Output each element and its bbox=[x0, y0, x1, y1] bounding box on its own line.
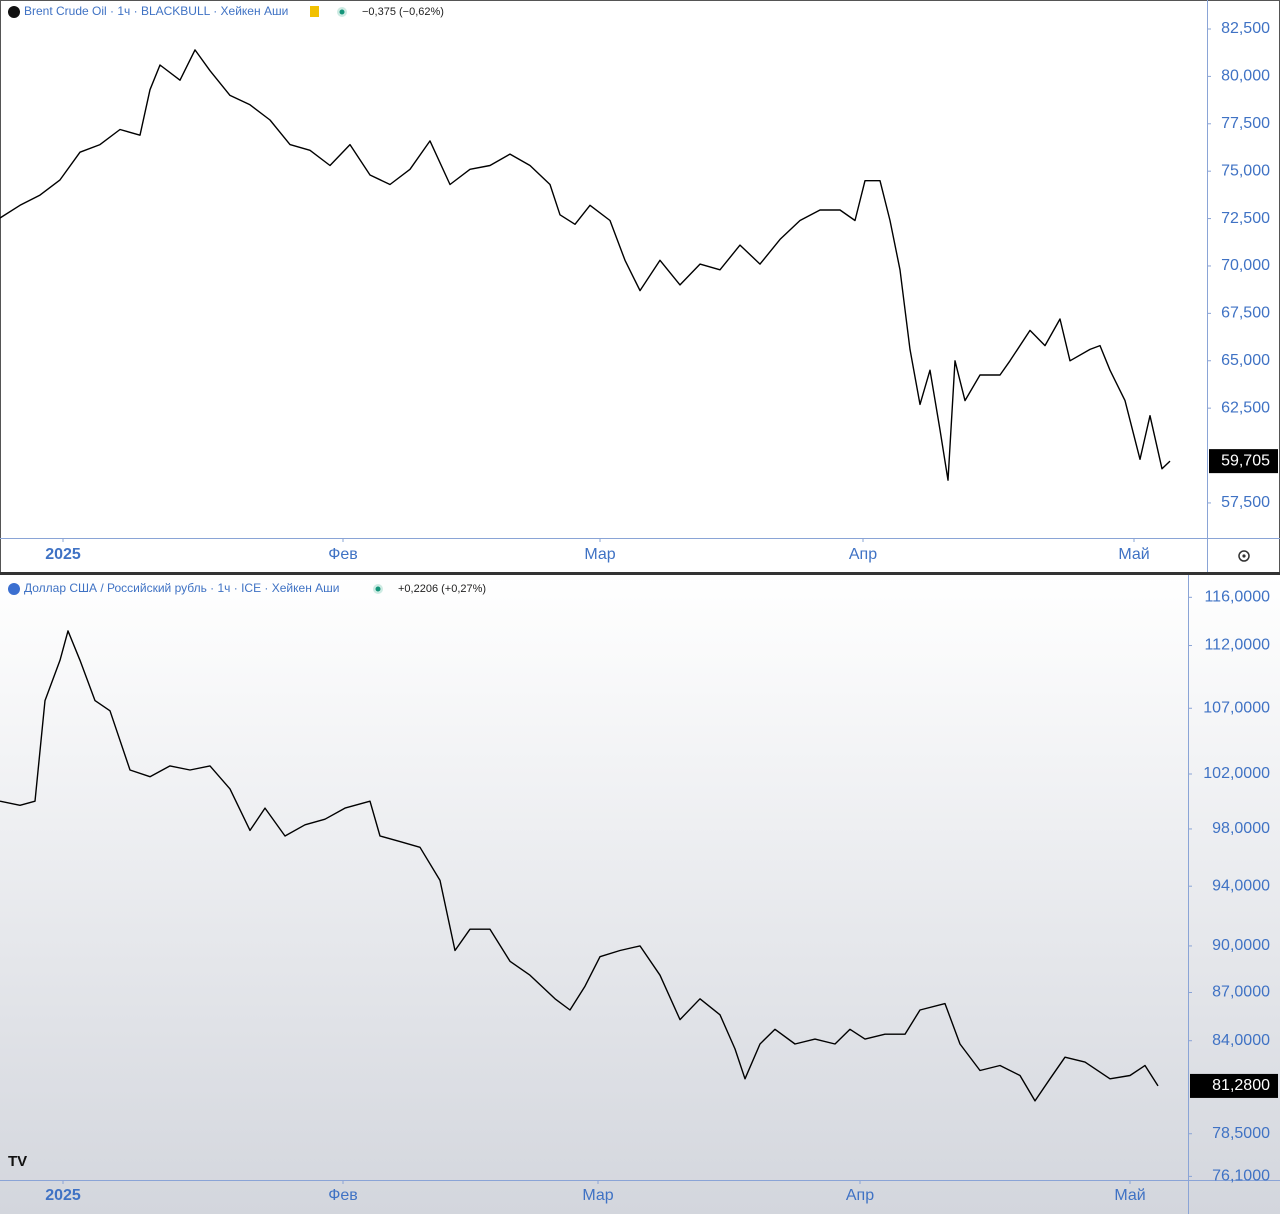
y-tick-label: 112,0000 bbox=[1204, 637, 1270, 654]
x-tick-label: Апр bbox=[846, 1187, 874, 1204]
y-tick-label: 78,5000 bbox=[1212, 1125, 1270, 1142]
price-change: −0,375 (−0,62%) bbox=[362, 6, 444, 18]
price-change: +0,2206 (+0,27%) bbox=[398, 583, 486, 595]
price-line bbox=[0, 630, 1159, 1102]
last-price-box bbox=[1209, 449, 1278, 474]
y-tick-label: 76,1000 bbox=[1212, 1168, 1270, 1185]
y-tick-label: 80,000 bbox=[1221, 68, 1270, 85]
chart-title: Brent Crude Oil · 1ч · BLACKBULL · Хейке… bbox=[24, 4, 288, 18]
symbol-icon bbox=[8, 6, 20, 18]
last-price-label: 59,705 bbox=[1221, 452, 1270, 469]
y-tick-label: 102,0000 bbox=[1203, 765, 1270, 782]
x-tick-label: 2025 bbox=[45, 1187, 81, 1204]
status-dot bbox=[339, 9, 345, 15]
x-tick-label: Фев bbox=[328, 546, 358, 563]
x-tick-label: 2025 bbox=[45, 546, 81, 563]
y-tick-label: 57,500 bbox=[1221, 494, 1270, 511]
y-tick-label: 90,0000 bbox=[1212, 937, 1270, 954]
y-tick-label: 77,500 bbox=[1221, 115, 1270, 132]
y-tick-label: 116,0000 bbox=[1204, 589, 1270, 606]
y-tick-label: 72,500 bbox=[1221, 210, 1270, 227]
upper-pane-frame bbox=[0, 0, 1280, 573]
y-tick-label: 87,0000 bbox=[1212, 984, 1270, 1001]
logo: TV bbox=[8, 1153, 27, 1170]
status-dot bbox=[375, 586, 381, 592]
chart-title: Доллар США / Российский рубль · 1ч · ICE… bbox=[24, 581, 340, 595]
price-line bbox=[0, 49, 1171, 481]
x-tick-label: Май bbox=[1114, 1187, 1145, 1204]
y-tick-label: 82,500 bbox=[1221, 20, 1270, 37]
y-tick-label: 98,0000 bbox=[1212, 820, 1270, 837]
y-tick-label: 84,0000 bbox=[1212, 1032, 1270, 1049]
y-tick-label: 67,500 bbox=[1221, 305, 1270, 322]
y-tick-label: 75,000 bbox=[1221, 162, 1270, 179]
pane-separator bbox=[0, 572, 1280, 575]
last-price-label: 81,2800 bbox=[1212, 1077, 1270, 1094]
last-price-box bbox=[1190, 1073, 1278, 1098]
y-tick-label: 94,0000 bbox=[1212, 877, 1270, 894]
lower-pane-background bbox=[0, 575, 1280, 1214]
y-tick-label: 65,000 bbox=[1221, 352, 1270, 369]
x-tick-label: Фев bbox=[328, 1187, 358, 1204]
x-tick-label: Апр bbox=[849, 546, 877, 563]
y-tick-label: 62,500 bbox=[1221, 399, 1270, 416]
y-tick-label: 70,000 bbox=[1221, 257, 1270, 274]
x-tick-label: Мар bbox=[584, 546, 615, 563]
x-tick-label: Май bbox=[1118, 546, 1149, 563]
x-tick-label: Мар bbox=[582, 1187, 613, 1204]
settings-icon[interactable] bbox=[1238, 550, 1250, 562]
y-tick-label: 107,0000 bbox=[1203, 699, 1270, 716]
symbol-icon bbox=[8, 583, 20, 595]
flag-icon bbox=[310, 6, 319, 17]
